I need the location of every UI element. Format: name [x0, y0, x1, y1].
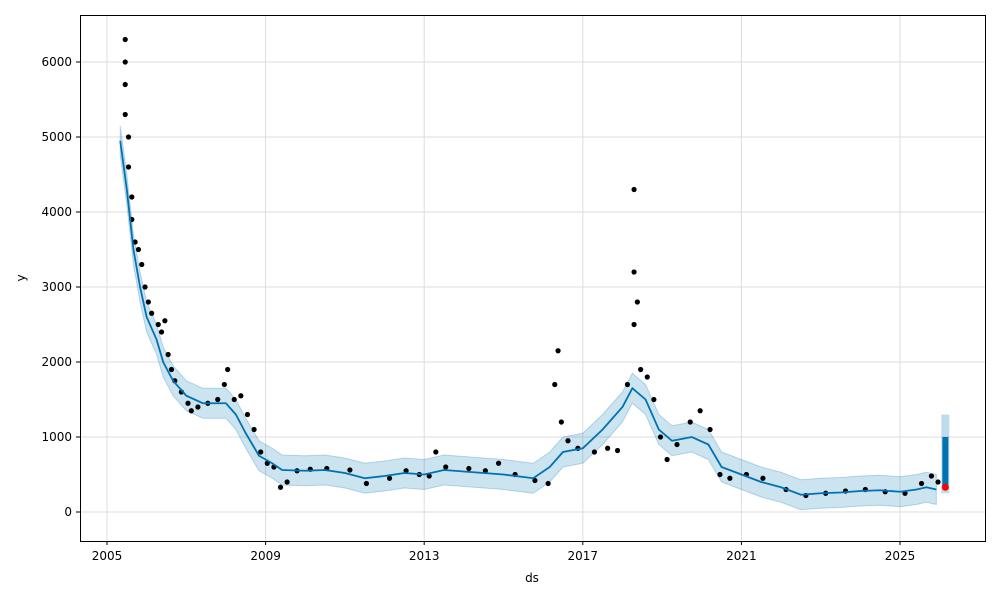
forecast-spike — [942, 437, 949, 490]
observed-point — [664, 456, 670, 463]
observed-point — [495, 460, 502, 466]
observed-point — [158, 329, 165, 335]
observed-points — [122, 36, 941, 499]
y-tick-label: 6000 — [41, 55, 72, 69]
observed-point — [687, 419, 693, 425]
observed-point — [426, 473, 432, 479]
y-tick-label: 5000 — [41, 130, 72, 144]
observed-point — [443, 464, 449, 470]
observed-point — [165, 351, 171, 358]
y-tick-label: 2000 — [41, 355, 72, 369]
observed-point — [132, 239, 138, 245]
uncertainty-band-area — [119, 125, 937, 511]
observed-point — [188, 408, 194, 414]
observed-point — [545, 480, 551, 487]
observed-point — [760, 475, 766, 481]
observed-point — [122, 81, 128, 88]
observed-point — [605, 445, 611, 451]
observed-point — [155, 321, 161, 328]
observed-point — [555, 348, 561, 354]
observed-point — [433, 449, 439, 455]
observed-point — [591, 449, 598, 455]
observed-point — [125, 134, 132, 140]
observed-point — [614, 447, 621, 454]
observed-point — [215, 396, 221, 403]
y-tick-label: 4000 — [41, 205, 72, 219]
observed-point — [238, 393, 244, 399]
observed-point — [162, 318, 168, 324]
observed-point — [363, 480, 370, 487]
observed-point — [231, 396, 237, 403]
x-tick-label: 2025 — [885, 549, 916, 563]
observed-point — [251, 426, 257, 433]
observed-point — [221, 381, 227, 388]
plot-frame — [80, 15, 986, 542]
x-tick-label: 2021 — [726, 549, 757, 563]
y-axis-label: y — [14, 274, 28, 281]
observed-point — [935, 479, 941, 485]
observed-point — [403, 468, 409, 474]
observed-point — [532, 477, 538, 484]
observed-point — [386, 475, 393, 481]
observed-point — [185, 400, 191, 406]
observed-point — [631, 269, 637, 275]
observed-point — [142, 284, 148, 290]
grid — [80, 15, 985, 541]
x-axis-label: ds — [525, 571, 539, 585]
observed-point — [284, 479, 290, 485]
observed-point — [918, 480, 925, 487]
observed-point — [565, 438, 571, 444]
x-tick-label: 2005 — [92, 549, 123, 563]
observed-point — [145, 299, 151, 305]
y-tick-label: 0 — [64, 505, 72, 519]
observed-point — [122, 36, 128, 43]
observed-point — [195, 404, 201, 410]
observed-point — [149, 310, 155, 316]
observed-point — [168, 366, 175, 373]
observed-point — [657, 434, 664, 440]
observed-point — [644, 374, 650, 380]
observed-point — [225, 366, 231, 373]
uncertainty-band — [119, 125, 950, 511]
observed-point — [727, 475, 733, 481]
x-tick-label: 2013 — [409, 549, 440, 563]
forecast-yhat-line — [119, 140, 937, 496]
observed-point — [129, 194, 135, 200]
observed-point — [122, 59, 128, 65]
x-tick-label: 2017 — [568, 549, 599, 563]
observed-point — [651, 396, 657, 403]
axis-ticks: 2005 2009 2013 2017 2021 2025 0 1000 2000 3000 400… — [41, 55, 915, 563]
observed-point — [139, 261, 145, 268]
y-tick-label: 3000 — [41, 280, 72, 294]
observed-point — [624, 381, 631, 388]
observed-point — [277, 484, 284, 490]
forecast-line — [119, 140, 949, 496]
observed-point — [928, 473, 935, 479]
observed-point — [631, 321, 637, 328]
observed-point — [466, 465, 472, 472]
observed-point — [125, 164, 132, 170]
y-tick-label: 1000 — [41, 430, 72, 444]
observed-point — [631, 186, 637, 193]
observed-point — [122, 111, 128, 118]
observed-point — [634, 299, 640, 305]
observed-point — [717, 471, 723, 478]
observed-point — [135, 246, 142, 253]
observed-point — [258, 449, 264, 455]
observed-point — [558, 419, 564, 425]
observed-point — [697, 408, 703, 414]
observed-point — [347, 467, 353, 473]
observed-point — [244, 411, 251, 418]
x-tick-label: 2009 — [250, 549, 281, 563]
highlight-point — [941, 483, 949, 491]
observed-point — [707, 426, 713, 433]
observed-point — [482, 468, 488, 474]
observed-point — [674, 441, 680, 448]
observed-point — [638, 366, 644, 373]
observed-point — [552, 381, 558, 388]
